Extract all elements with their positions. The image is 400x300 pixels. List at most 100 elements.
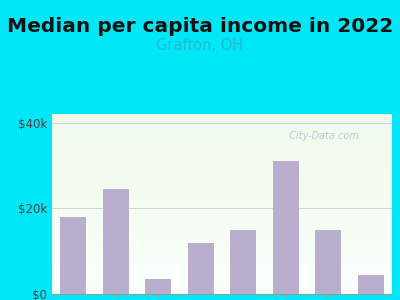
Text: City-Data.com: City-Data.com [283, 130, 359, 141]
Bar [230, 230, 256, 294]
Bar [52, 132, 392, 134]
Bar [52, 209, 392, 211]
Bar [52, 136, 392, 137]
Bar [52, 244, 392, 245]
Bar [52, 181, 392, 182]
Bar [52, 118, 392, 119]
Bar [145, 279, 172, 294]
Bar [52, 245, 392, 247]
Bar [52, 141, 392, 143]
Bar [52, 202, 392, 204]
Bar [52, 170, 392, 172]
Bar [52, 173, 392, 175]
Bar [52, 125, 392, 127]
Bar [52, 148, 392, 150]
Bar [52, 146, 392, 148]
Bar [52, 137, 392, 139]
Bar [52, 262, 392, 263]
Bar [52, 254, 392, 256]
Bar [52, 172, 392, 173]
Bar [52, 175, 392, 177]
Bar [52, 206, 392, 208]
Bar [52, 164, 392, 166]
Bar [52, 208, 392, 209]
Bar [52, 193, 392, 195]
Bar [52, 154, 392, 155]
Bar [52, 145, 392, 146]
Bar [52, 289, 392, 290]
Bar [52, 143, 392, 145]
Bar [52, 166, 392, 168]
Bar [52, 128, 392, 130]
Text: Grafton, OH: Grafton, OH [156, 38, 244, 52]
Bar [52, 263, 392, 265]
Bar [52, 119, 392, 121]
Bar [52, 238, 392, 240]
Bar [52, 267, 392, 269]
Bar [52, 229, 392, 231]
Text: Median per capita income in 2022: Median per capita income in 2022 [7, 16, 393, 35]
Bar [52, 152, 392, 154]
Bar [52, 271, 392, 272]
Bar [52, 278, 392, 280]
Bar [52, 199, 392, 200]
Bar [52, 235, 392, 236]
Bar [52, 242, 392, 244]
Bar [52, 211, 392, 213]
Bar [52, 130, 392, 132]
Bar [52, 290, 392, 292]
Bar [52, 281, 392, 283]
Bar [52, 204, 392, 206]
Bar [52, 226, 392, 227]
Bar [52, 222, 392, 224]
Bar [52, 127, 392, 128]
Bar [52, 186, 392, 188]
Bar [52, 276, 392, 278]
Bar [52, 274, 392, 276]
Bar [52, 168, 392, 170]
Bar [52, 157, 392, 159]
Bar [52, 190, 392, 191]
Bar [52, 217, 392, 218]
Bar [52, 218, 392, 220]
Bar [52, 177, 392, 179]
Bar [52, 179, 392, 181]
Bar [52, 249, 392, 251]
Bar [52, 159, 392, 161]
Bar [52, 292, 392, 294]
Bar [358, 275, 384, 294]
Bar [52, 287, 392, 289]
Bar [60, 217, 86, 294]
Bar [52, 251, 392, 253]
Bar [52, 265, 392, 267]
Bar [52, 114, 392, 116]
Bar [52, 197, 392, 199]
Bar [52, 123, 392, 125]
Bar [52, 280, 392, 281]
Bar [52, 269, 392, 271]
Bar [52, 195, 392, 197]
Bar [52, 233, 392, 235]
Bar [52, 236, 392, 238]
Bar [52, 134, 392, 136]
Bar [52, 227, 392, 229]
Bar [52, 272, 392, 274]
Bar [272, 161, 299, 294]
Bar [52, 184, 392, 186]
Bar [52, 161, 392, 163]
Bar [102, 189, 129, 294]
Bar [188, 243, 214, 294]
Bar [52, 213, 392, 215]
Bar [52, 220, 392, 222]
Bar [52, 191, 392, 193]
Bar [52, 258, 392, 260]
Bar [52, 163, 392, 164]
Bar [52, 240, 392, 242]
Bar [52, 182, 392, 184]
Bar [52, 139, 392, 141]
Bar [52, 224, 392, 226]
Bar [52, 247, 392, 249]
Bar [52, 150, 392, 152]
Bar [52, 121, 392, 123]
Bar [52, 231, 392, 233]
